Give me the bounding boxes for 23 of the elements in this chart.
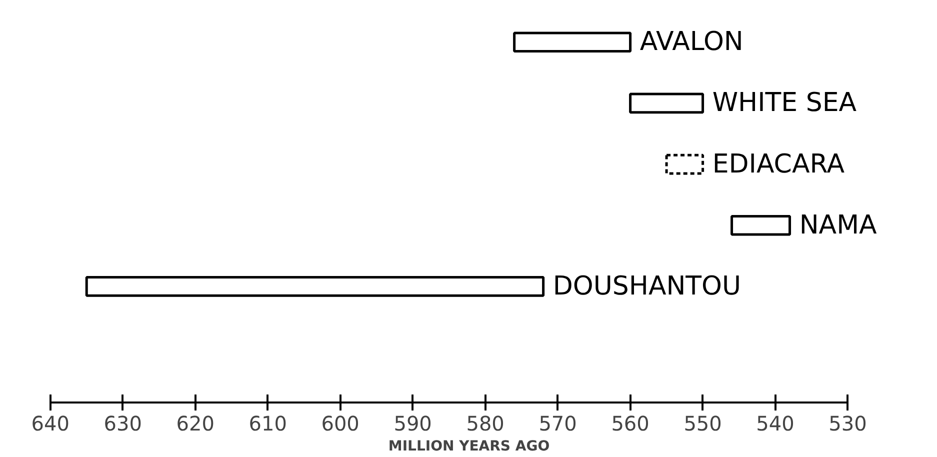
x-tick-label: 580	[466, 412, 504, 436]
y-tick-label: DOUSHANTOU	[552, 271, 742, 302]
x-tick-label: 590	[394, 412, 432, 436]
bar	[730, 214, 792, 236]
x-tick-label: 640	[31, 412, 70, 436]
x-tick-label: 540	[756, 412, 794, 436]
x-axis-title: MILLION YEARS AGO	[388, 438, 550, 454]
x-tick-label: 530	[828, 412, 867, 436]
bar	[85, 276, 545, 297]
x-tick-label: 600	[321, 412, 360, 436]
x-tick-label: 610	[248, 412, 287, 436]
x-tick-label: 620	[176, 412, 214, 436]
y-tick-label: AVALON	[640, 27, 744, 58]
x-tick-label: 550	[684, 412, 722, 436]
y-tick-label: NAMA	[799, 210, 878, 240]
y-tick-label: WHITE SEA	[712, 88, 857, 118]
bar	[629, 92, 704, 114]
y-tick-label: EDIACARA	[712, 149, 845, 180]
bar	[513, 32, 632, 53]
x-tick-label: 630	[104, 412, 142, 436]
x-tick-label: 570	[538, 412, 577, 436]
x-tick-label: 560	[611, 412, 650, 436]
bar	[665, 154, 704, 175]
